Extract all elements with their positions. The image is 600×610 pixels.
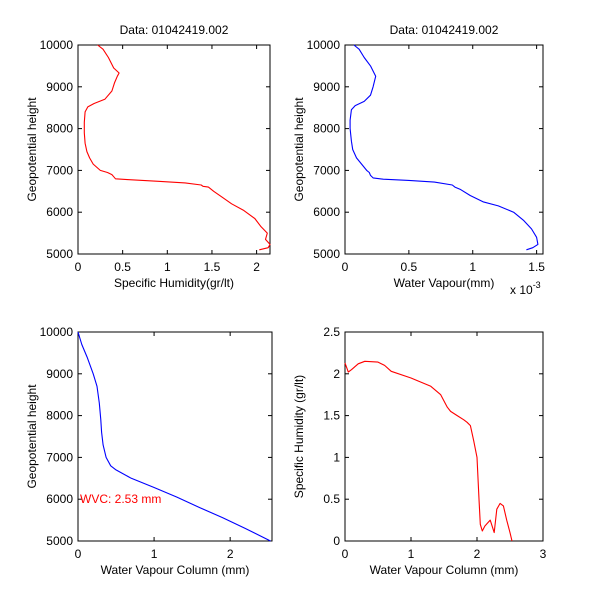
y-tick-label: 6000 (46, 492, 73, 506)
series-line-1 (83, 44, 271, 251)
chart-panel-1: 0 0.5 1 1.5 2 5000 6000 7000 8000 9000 10000 Data: … (25, 23, 271, 290)
y-tick-label: 6000 (313, 205, 340, 219)
x-tick-label: 1 (151, 547, 158, 561)
y-tick-label: 5000 (46, 247, 73, 261)
y-axis-label: Specific Humidity (gr/lt) (292, 375, 306, 498)
x-tick-label: 3 (540, 547, 547, 561)
x-tick-label: 1.5 (528, 260, 545, 274)
y-tick-label: 9000 (313, 80, 340, 94)
x-tick-label: 0 (342, 547, 349, 561)
y-axis-label: Geopotential height (25, 97, 39, 202)
y-tick-label: 10000 (307, 38, 341, 52)
x-tick-label: 0.5 (401, 260, 418, 274)
y-tick-label: 7000 (313, 163, 340, 177)
x-axis-label: Water Vapour(mm) (394, 276, 495, 290)
x-tick-label: 2 (227, 547, 234, 561)
chart-panel-4: 0 1 2 3 0 0.5 1 1.5 2 2.5 Water Vapour Column (mm)… (292, 325, 547, 577)
y-tick-label: 9000 (46, 367, 73, 381)
x-tick-label: 1.5 (204, 260, 221, 274)
y-axis-label: Geopotential height (25, 384, 39, 489)
y-tick-label: 0.5 (323, 492, 340, 506)
x-tick-label: 0.5 (114, 260, 131, 274)
y-tick-label: 8000 (46, 122, 73, 136)
x-tick-label: 1 (469, 260, 476, 274)
x-exponent-label: x 10-3 (510, 280, 541, 297)
x-axis-label: Water Vapour Column (mm) (101, 563, 250, 577)
y-tick-label: 0 (333, 534, 340, 548)
chart-title: Data: 01042419.002 (390, 23, 499, 37)
plot-frame (77, 44, 271, 255)
y-tick-label: 1.5 (323, 409, 340, 423)
chart-title: Data: 01042419.002 (120, 23, 229, 37)
y-tick-label: 6000 (46, 205, 73, 219)
y-tick-label: 8000 (46, 409, 73, 423)
y-tick-label: 2 (333, 367, 340, 381)
x-tick-label: 2 (474, 547, 481, 561)
x-tick-label: 0 (75, 260, 82, 274)
series-line-1 (349, 44, 539, 251)
x-axis-label: Water Vapour Column (mm) (370, 563, 519, 577)
plot-frame (344, 44, 544, 255)
series-line-1 (344, 360, 513, 542)
y-tick-label: 5000 (46, 534, 73, 548)
x-tick-label: 2 (253, 260, 260, 274)
plot-frame (77, 331, 273, 542)
plot-frame (344, 331, 544, 542)
y-tick-label: 5000 (313, 247, 340, 261)
y-tick-label: 7000 (46, 450, 73, 464)
x-tick-label: 0 (75, 547, 82, 561)
wvc-annotation: WVC: 2.53 mm (80, 492, 161, 506)
x-axis-label: Specific Humidity(gr/lt) (114, 276, 234, 290)
chart-panel-2: 0 0.5 1 1.5 5000 6000 7000 8000 9000 10000 Data: 0… (292, 23, 545, 297)
y-axis-label: Geopotential height (292, 97, 306, 202)
chart-panel-3: 0 1 2 5000 6000 7000 8000 9000 10000 Water Vapour… (25, 325, 273, 577)
x-tick-label: 0 (342, 260, 349, 274)
y-tick-label: 8000 (313, 122, 340, 136)
x-tick-label: 1 (164, 260, 171, 274)
x-tick-label: 1 (408, 547, 415, 561)
y-tick-label: 10000 (40, 38, 74, 52)
y-tick-label: 10000 (40, 325, 74, 339)
y-tick-label: 7000 (46, 163, 73, 177)
y-tick-label: 1 (333, 450, 340, 464)
series-line-1 (77, 331, 271, 542)
y-tick-label: 9000 (46, 80, 73, 94)
y-tick-label: 2.5 (323, 325, 340, 339)
